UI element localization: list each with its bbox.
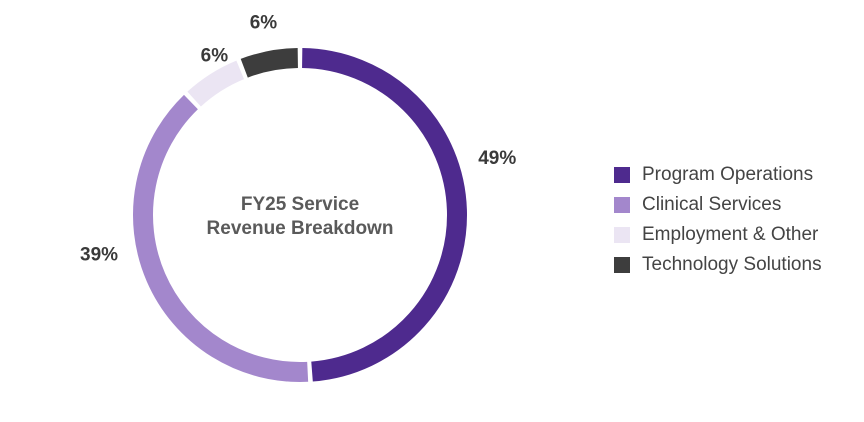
donut-slice-program-operations — [302, 48, 467, 382]
data-label: 6% — [201, 46, 229, 67]
legend-swatch — [614, 257, 630, 273]
data-label: 6% — [250, 12, 278, 33]
data-label: 39% — [80, 245, 118, 266]
data-label: 49% — [478, 148, 516, 169]
data-labels: 49% 39% 6% 6% — [80, 12, 516, 265]
legend: Program Operations Clinical Services Emp… — [614, 160, 822, 280]
legend-swatch — [614, 197, 630, 213]
legend-item-clinical-services: Clinical Services — [614, 190, 822, 220]
legend-swatch — [614, 227, 630, 243]
legend-item-employment-other: Employment & Other — [614, 220, 822, 250]
legend-label: Program Operations — [642, 164, 814, 185]
legend-label: Technology Solutions — [642, 254, 822, 275]
donut-slices — [133, 48, 467, 382]
chart-title-line-1: FY25 Service — [240, 194, 360, 215]
legend-swatch — [614, 167, 630, 183]
legend-label: Clinical Services — [642, 194, 782, 215]
chart-title-line-2: Revenue Breakdown — [206, 218, 394, 239]
donut-slice-employment-other — [187, 60, 245, 107]
legend-item-program-operations: Program Operations — [614, 160, 822, 190]
chart-title: FY25 Service Revenue Breakdown — [160, 193, 440, 241]
legend-label: Employment & Other — [642, 224, 819, 245]
donut-slice-clinical-services — [133, 94, 309, 382]
donut-slice-technology-solutions — [240, 48, 299, 78]
legend-item-technology-solutions: Technology Solutions — [614, 250, 822, 280]
